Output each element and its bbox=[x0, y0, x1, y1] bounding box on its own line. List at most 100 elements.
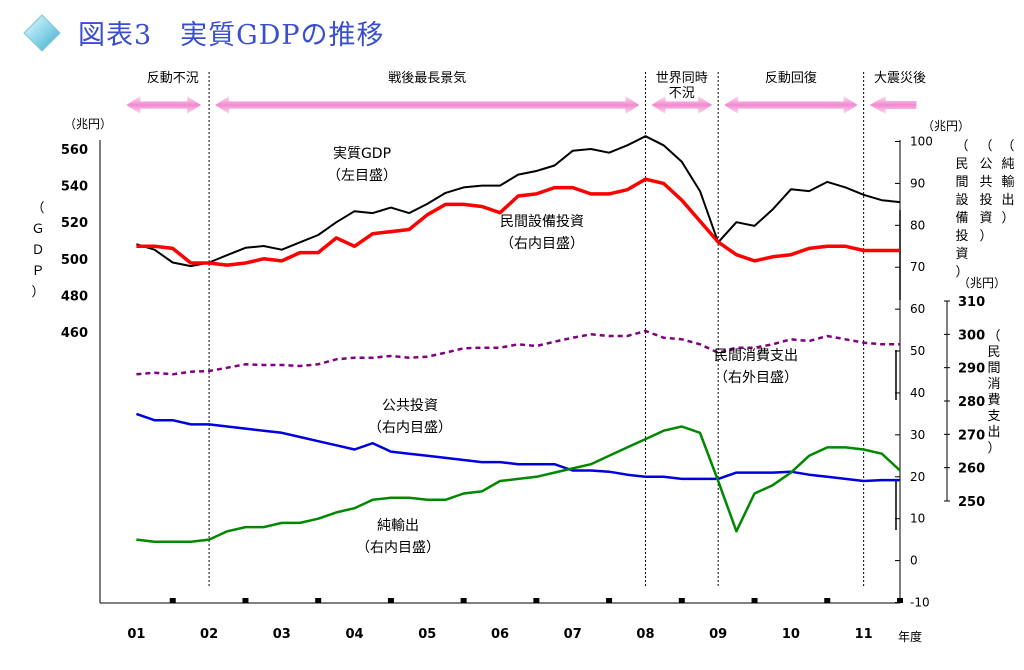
series-name-label: 純輸出 bbox=[377, 518, 419, 534]
series-scale-note: （左目盛） bbox=[327, 168, 397, 184]
period-label: 戦後最長景気 bbox=[388, 70, 466, 86]
right-inner-axis-unit: （兆円） bbox=[922, 119, 970, 133]
left-axis-label-char: Ｄ bbox=[31, 243, 44, 258]
series-name-label: 実質GDP bbox=[333, 146, 391, 162]
right-inner-axis-label-char: 資 bbox=[955, 247, 968, 262]
right-inner-tick-label: 20 bbox=[910, 470, 925, 484]
period-arrow bbox=[651, 96, 713, 114]
right-inner-tick-label: 90 bbox=[910, 176, 925, 190]
right-inner-axis-label-char: 純 bbox=[1001, 157, 1014, 172]
right-inner-tick-label: 40 bbox=[910, 386, 925, 400]
period-arrow bbox=[215, 96, 640, 114]
right-outer-tick-label: 300 bbox=[958, 328, 985, 343]
right-inner-axis-label-char: 投 bbox=[979, 192, 992, 208]
series-name-label: 民間消費支出 bbox=[714, 348, 798, 364]
period-label: 反動不況 bbox=[147, 71, 199, 86]
period-arrow bbox=[869, 96, 917, 114]
period-label: 大震災後 bbox=[874, 71, 926, 86]
series-scale-note: （右内目盛） bbox=[368, 420, 452, 436]
x-year-marker bbox=[751, 598, 758, 603]
right-inner-tick-label: 80 bbox=[910, 218, 925, 232]
right-outer-axis-label-char: ） bbox=[987, 441, 1000, 456]
x-tick-label: 05 bbox=[418, 627, 436, 642]
x-year-marker bbox=[824, 598, 831, 603]
period-arrow bbox=[126, 96, 202, 114]
diamond-icon bbox=[23, 14, 61, 52]
right-inner-tick-label: 0 bbox=[910, 554, 918, 568]
x-tick-label: 03 bbox=[273, 627, 291, 642]
right-outer-tick-label: 280 bbox=[958, 395, 985, 410]
series-scale-note: （右内目盛） bbox=[356, 540, 440, 556]
right-inner-axis-label-char: （ bbox=[979, 139, 992, 154]
series-line bbox=[136, 177, 900, 267]
x-axis-label: 年度 bbox=[898, 629, 922, 644]
right-outer-tick-label: 270 bbox=[958, 428, 985, 443]
right-inner-axis-label-char: ） bbox=[1001, 211, 1014, 226]
right-inner-axis-label-char: ） bbox=[979, 229, 992, 244]
x-year-marker bbox=[315, 598, 322, 603]
right-inner-axis-label-char: 備 bbox=[955, 210, 968, 226]
right-inner-axis-label-char: 輸 bbox=[1001, 175, 1014, 190]
right-inner-tick-label: 60 bbox=[910, 302, 925, 316]
right-inner-axis-label-char: 間 bbox=[955, 175, 968, 190]
x-year-marker bbox=[387, 598, 394, 603]
title-group: 図表3 実質GDPの推移 bbox=[23, 14, 384, 52]
right-inner-tick-label: 70 bbox=[910, 260, 925, 274]
right-inner-tick-label: 50 bbox=[910, 344, 925, 358]
period-label: 反動回復 bbox=[765, 70, 817, 86]
left-tick-label: 500 bbox=[61, 253, 88, 268]
left-axis-label-char: Ｐ bbox=[31, 264, 44, 279]
series-name-label: 民間設備投資 bbox=[500, 214, 584, 230]
right-outer-tick-label: 310 bbox=[958, 295, 985, 310]
right-inner-axis-label-char: 民 bbox=[955, 157, 968, 172]
right-outer-axis-label-char: （ bbox=[987, 329, 1000, 344]
x-tick-label: 04 bbox=[345, 627, 363, 642]
right-inner-axis-label-char: （ bbox=[1001, 139, 1014, 154]
left-axis-unit: （兆円） bbox=[64, 117, 112, 131]
x-tick-label: 06 bbox=[491, 627, 509, 642]
right-inner-tick-label: -10 bbox=[910, 596, 930, 610]
right-inner-axis-label-char: （ bbox=[955, 139, 968, 154]
right-outer-axis-label-char: 民 bbox=[987, 345, 1000, 360]
right-outer-axis-unit: （兆円） bbox=[958, 276, 1006, 290]
series-lines bbox=[135, 135, 901, 543]
right-outer-tick-label: 290 bbox=[958, 362, 985, 377]
series-line bbox=[136, 425, 901, 543]
right-inner-tick-label: 10 bbox=[910, 512, 925, 526]
series-labels: 実質GDP （左目盛） 民間設備投資 （右内目盛） 民間消費支出 （右外目盛） 公共投資 （右… bbox=[327, 146, 798, 556]
x-tick-label: 10 bbox=[782, 627, 800, 642]
right-inner-axis-label-char: ） bbox=[955, 265, 968, 280]
series-scale-note: （右内目盛） bbox=[500, 236, 584, 252]
x-year-marker bbox=[242, 598, 249, 603]
x-year-marker bbox=[169, 598, 176, 603]
x-year-marker bbox=[533, 598, 540, 603]
right-outer-axis-label-char: 消 bbox=[987, 377, 1000, 392]
axes: 01 02 03 04 05 06 07 08 09 10 11 年度4604805005205405… bbox=[31, 117, 1014, 644]
left-axis-label-char: ） bbox=[31, 285, 44, 300]
x-tick-label: 08 bbox=[636, 627, 654, 642]
x-year-marker bbox=[678, 598, 685, 603]
right-inner-tick-label: 30 bbox=[910, 428, 925, 442]
series-line bbox=[136, 329, 900, 376]
period-arrow bbox=[724, 96, 858, 114]
x-tick-label: 02 bbox=[200, 627, 218, 642]
left-tick-label: 520 bbox=[61, 216, 88, 231]
right-outer-tick-label: 260 bbox=[958, 462, 985, 477]
period-label: 不況 bbox=[669, 86, 695, 101]
left-axis-label-char: （ bbox=[31, 201, 44, 216]
left-tick-label: 560 bbox=[61, 143, 88, 158]
right-inner-axis-label-char: 投 bbox=[955, 228, 968, 244]
right-outer-tick-label: 250 bbox=[958, 495, 985, 510]
right-outer-axis-label-char: 費 bbox=[987, 393, 1000, 408]
right-inner-axis-label-char: 資 bbox=[979, 211, 992, 226]
series-line bbox=[136, 135, 901, 268]
right-outer-axis-label-char: 出 bbox=[987, 425, 1000, 440]
right-outer-axis-label-char: 間 bbox=[987, 361, 1000, 376]
x-tick-label: 01 bbox=[127, 627, 145, 642]
right-inner-tick-label: 100 bbox=[910, 135, 933, 149]
x-tick-label: 11 bbox=[855, 627, 873, 642]
x-tick-label: 07 bbox=[564, 627, 582, 642]
x-year-marker bbox=[897, 598, 903, 603]
series-scale-note: （右外目盛） bbox=[714, 370, 798, 386]
